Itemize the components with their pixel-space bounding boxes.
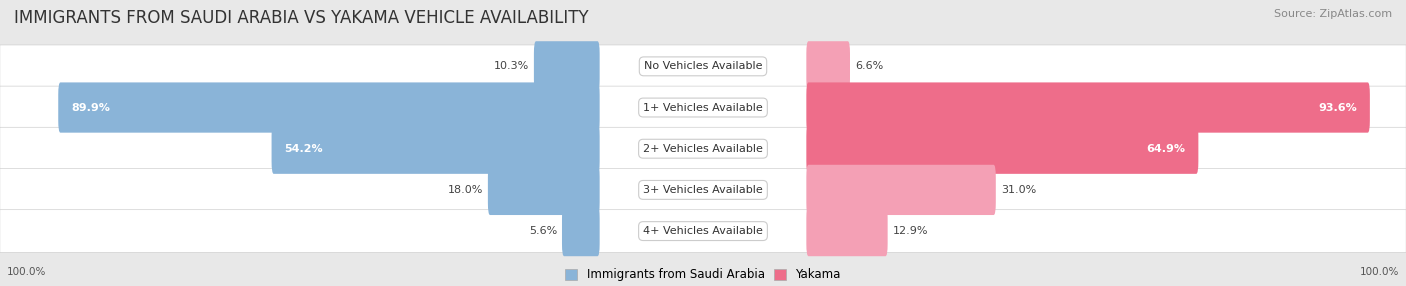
FancyBboxPatch shape [534, 41, 599, 92]
Text: No Vehicles Available: No Vehicles Available [644, 61, 762, 71]
Text: 3+ Vehicles Available: 3+ Vehicles Available [643, 185, 763, 195]
FancyBboxPatch shape [0, 45, 1406, 88]
Text: 6.6%: 6.6% [855, 61, 883, 71]
Text: 93.6%: 93.6% [1319, 103, 1357, 112]
FancyBboxPatch shape [271, 124, 599, 174]
Text: 5.6%: 5.6% [529, 226, 557, 236]
FancyBboxPatch shape [58, 82, 599, 133]
Text: 31.0%: 31.0% [1001, 185, 1036, 195]
FancyBboxPatch shape [562, 206, 599, 256]
Text: 2+ Vehicles Available: 2+ Vehicles Available [643, 144, 763, 154]
Text: 100.0%: 100.0% [7, 267, 46, 277]
Text: 18.0%: 18.0% [447, 185, 484, 195]
Text: 4+ Vehicles Available: 4+ Vehicles Available [643, 226, 763, 236]
Text: IMMIGRANTS FROM SAUDI ARABIA VS YAKAMA VEHICLE AVAILABILITY: IMMIGRANTS FROM SAUDI ARABIA VS YAKAMA V… [14, 9, 589, 27]
FancyBboxPatch shape [807, 124, 1198, 174]
FancyBboxPatch shape [807, 165, 995, 215]
Text: 1+ Vehicles Available: 1+ Vehicles Available [643, 103, 763, 112]
Text: 64.9%: 64.9% [1147, 144, 1185, 154]
FancyBboxPatch shape [807, 206, 887, 256]
FancyBboxPatch shape [0, 210, 1406, 253]
Text: 54.2%: 54.2% [284, 144, 323, 154]
FancyBboxPatch shape [488, 165, 599, 215]
FancyBboxPatch shape [807, 82, 1369, 133]
Text: 12.9%: 12.9% [893, 226, 928, 236]
Legend: Immigrants from Saudi Arabia, Yakama: Immigrants from Saudi Arabia, Yakama [561, 264, 845, 286]
Text: 100.0%: 100.0% [1360, 267, 1399, 277]
FancyBboxPatch shape [0, 168, 1406, 211]
FancyBboxPatch shape [807, 41, 851, 92]
Text: 89.9%: 89.9% [70, 103, 110, 112]
Text: Source: ZipAtlas.com: Source: ZipAtlas.com [1274, 9, 1392, 19]
Text: 10.3%: 10.3% [494, 61, 529, 71]
FancyBboxPatch shape [0, 127, 1406, 170]
FancyBboxPatch shape [0, 86, 1406, 129]
